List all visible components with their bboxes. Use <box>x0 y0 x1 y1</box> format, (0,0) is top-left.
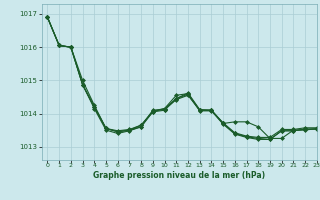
X-axis label: Graphe pression niveau de la mer (hPa): Graphe pression niveau de la mer (hPa) <box>93 171 265 180</box>
